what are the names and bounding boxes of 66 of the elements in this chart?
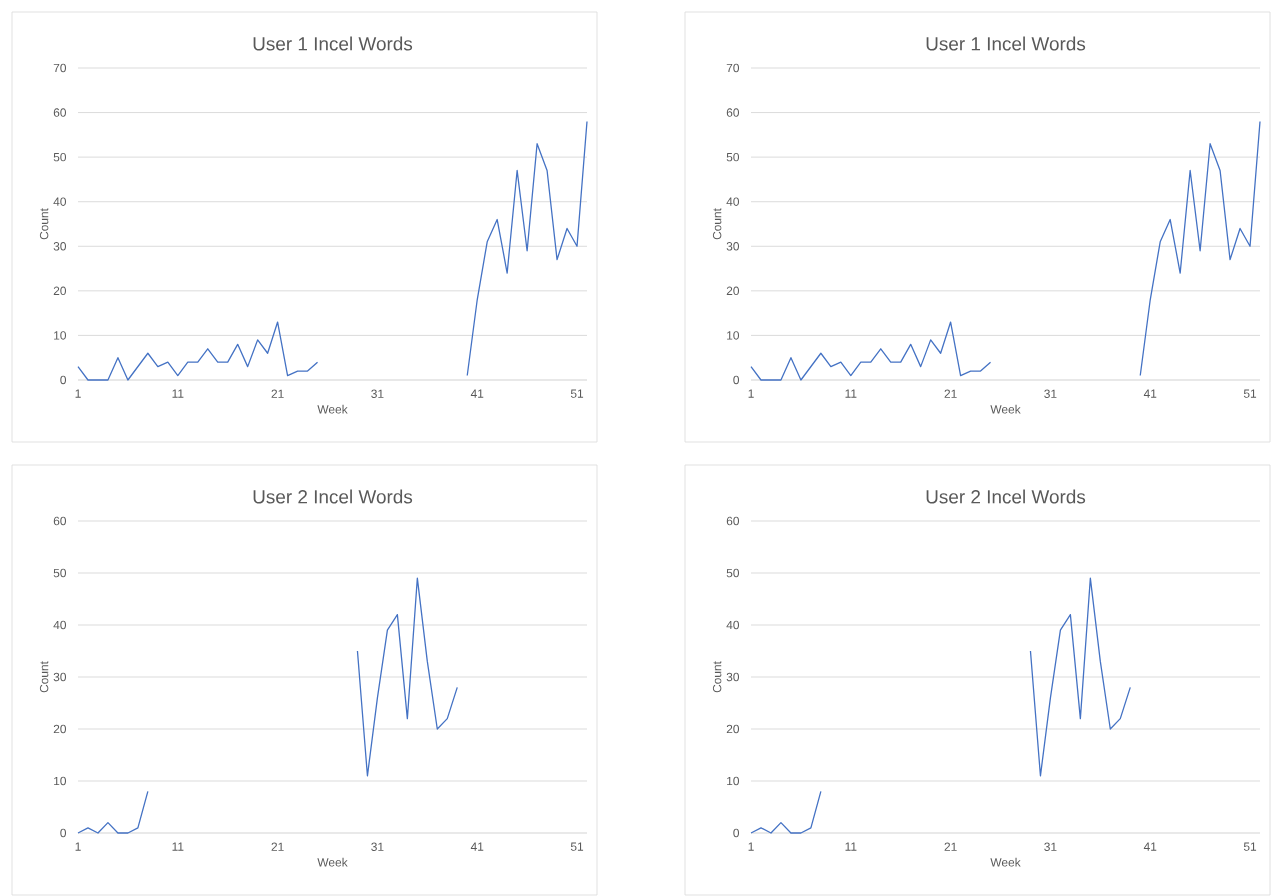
x-tick-label: 41: [470, 389, 484, 398]
y-tick-label: 60: [726, 516, 740, 526]
x-tick-label: 1: [75, 842, 81, 851]
x-tick-label: 21: [944, 389, 957, 398]
chart-title: User 2 Incel Words: [926, 489, 1086, 504]
x-tick-label: 21: [271, 842, 284, 851]
y-tick-label: 10: [54, 331, 67, 340]
y-tick-label: 40: [53, 197, 67, 206]
y-tick-label: 30: [53, 242, 67, 251]
y-axis-title: Count: [712, 208, 722, 240]
x-tick-label: 41: [1143, 842, 1157, 851]
x-tick-label: 11: [172, 389, 184, 398]
y-tick-label: 60: [53, 108, 67, 117]
y-tick-label: 0: [60, 828, 67, 838]
x-axis-title: Week: [990, 857, 1021, 867]
y-tick-label: 30: [53, 672, 67, 682]
y-tick-label: 10: [727, 776, 740, 786]
y-tick-label: 50: [53, 568, 67, 578]
y-tick-label: 30: [726, 242, 740, 251]
x-tick-label: 31: [1044, 842, 1057, 851]
x-tick-label: 11: [845, 842, 857, 851]
y-tick-label: 50: [53, 152, 67, 162]
x-tick-label: 41: [470, 842, 484, 851]
x-tick-label: 31: [371, 842, 384, 851]
y-tick-label: 20: [53, 286, 67, 296]
x-tick-label: 51: [1243, 842, 1257, 851]
y-tick-label: 40: [726, 197, 740, 206]
y-tick-label: 40: [726, 620, 740, 630]
x-tick-label: 51: [570, 842, 584, 851]
y-tick-label: 10: [54, 776, 67, 786]
y-tick-label: 30: [726, 672, 740, 682]
y-tick-label: 60: [53, 516, 67, 526]
y-axis-title: Count: [39, 661, 49, 693]
x-tick-label: 51: [1243, 389, 1257, 398]
y-tick-label: 60: [726, 108, 740, 117]
x-tick-label: 11: [845, 389, 857, 398]
x-tick-label: 31: [371, 389, 384, 398]
x-tick-label: 11: [172, 842, 184, 851]
y-tick-label: 20: [53, 724, 67, 734]
chart-title: User 1 Incel Words: [253, 36, 413, 51]
y-tick-label: 50: [726, 152, 740, 162]
y-tick-label: 40: [53, 620, 67, 630]
x-axis-title: Week: [317, 404, 348, 414]
x-axis-title: Week: [317, 857, 348, 867]
x-tick-label: 21: [271, 389, 284, 398]
y-tick-label: 10: [727, 331, 740, 340]
y-tick-label: 70: [53, 63, 67, 73]
y-tick-label: 20: [726, 724, 740, 734]
chart-title: User 1 Incel Words: [926, 36, 1086, 51]
x-tick-label: 1: [748, 842, 754, 851]
x-tick-label: 1: [748, 389, 754, 398]
chart-title: User 2 Incel Words: [253, 489, 413, 504]
x-tick-label: 31: [1044, 389, 1057, 398]
y-axis-title: Count: [39, 208, 49, 240]
y-tick-label: 70: [726, 63, 740, 73]
x-tick-label: 41: [1143, 389, 1157, 398]
y-tick-label: 0: [733, 828, 740, 838]
x-axis-title: Week: [990, 404, 1021, 414]
y-tick-label: 20: [726, 286, 740, 296]
x-tick-label: 21: [944, 842, 957, 851]
y-tick-label: 50: [726, 568, 740, 578]
y-axis-title: Count: [712, 661, 722, 693]
y-tick-label: 0: [60, 375, 67, 385]
y-tick-label: 0: [733, 375, 740, 385]
x-tick-label: 1: [75, 389, 81, 398]
x-tick-label: 51: [570, 389, 584, 398]
